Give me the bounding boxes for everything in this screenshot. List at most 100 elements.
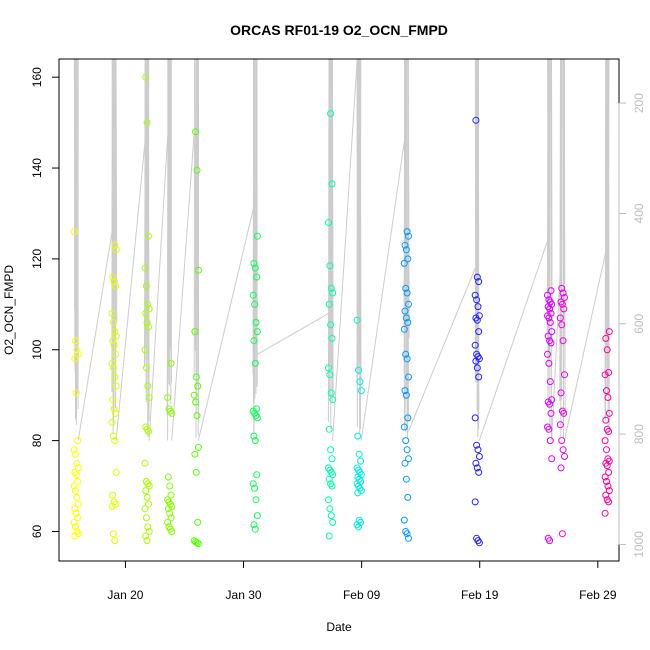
data-point [472, 116, 480, 124]
data-point [605, 468, 613, 476]
data-point [145, 428, 152, 435]
data-point [357, 478, 365, 485]
data-point [110, 341, 118, 349]
data-point [475, 373, 483, 381]
data-point [108, 359, 116, 367]
data-point [73, 493, 81, 501]
data-point [326, 262, 334, 270]
data-point [325, 364, 332, 372]
data-point [112, 409, 119, 417]
track-segment [359, 58, 362, 322]
data-point [193, 412, 201, 420]
data-point [325, 475, 333, 483]
data-point [605, 487, 613, 495]
data-point [605, 369, 613, 376]
data-point [546, 378, 554, 386]
data-point [546, 319, 554, 326]
data-point [354, 489, 362, 497]
data-point [355, 450, 363, 458]
data-point [403, 355, 411, 363]
data-point [405, 373, 412, 381]
data-point [72, 389, 80, 397]
x-axis-label: Date [326, 620, 352, 634]
data-point [472, 357, 480, 365]
data-point [561, 371, 568, 379]
data-point [329, 471, 337, 479]
data-point [475, 539, 483, 547]
track-segment [167, 58, 170, 351]
data-point [559, 289, 567, 297]
data-point [111, 241, 119, 249]
data-point [145, 482, 153, 490]
data-point [108, 503, 116, 510]
y2-tick-label: 1000 [632, 531, 646, 558]
data-point [357, 518, 365, 526]
data-point [546, 305, 554, 313]
y-axis-label: O2_OCN_FMPD [2, 265, 16, 355]
data-point [71, 532, 79, 540]
data-point [601, 371, 609, 379]
y-axis: 60 80 100 120 140 160 [30, 67, 59, 538]
data-point [143, 119, 151, 127]
x-tick-label: Jan 20 [107, 588, 143, 602]
data-point [402, 314, 410, 322]
data-point [544, 350, 551, 358]
data-point [253, 414, 261, 422]
data-point [74, 350, 82, 358]
data-point [473, 364, 481, 372]
data-point [192, 128, 200, 136]
data-point [110, 405, 118, 413]
data-point [111, 328, 119, 336]
data-point [142, 514, 150, 522]
data-point [404, 255, 412, 263]
data-point [252, 496, 260, 504]
data-point [193, 166, 201, 174]
data-point [356, 378, 364, 386]
data-point [253, 232, 261, 240]
data-point [111, 373, 119, 381]
data-point [403, 530, 411, 538]
track-segment [548, 58, 551, 428]
data-point [558, 284, 566, 292]
data-point [145, 528, 153, 535]
data-point [603, 387, 610, 395]
data-point [325, 532, 333, 540]
track-segment [197, 208, 254, 441]
track-segment [563, 254, 606, 441]
data-point [561, 453, 568, 460]
data-point [400, 423, 408, 431]
data-point [326, 505, 334, 513]
data-point [605, 409, 613, 417]
data-point [71, 355, 79, 363]
data-point [74, 478, 82, 485]
data-point [249, 291, 257, 299]
track-segment [551, 267, 561, 441]
track-segment [406, 58, 409, 439]
data-point [253, 471, 261, 479]
data-point [192, 373, 200, 381]
data-point [193, 539, 201, 547]
data-point [109, 337, 117, 345]
data-point [401, 459, 409, 467]
data-point [473, 441, 481, 449]
data-point [405, 300, 412, 308]
track-segment [605, 58, 607, 347]
track-segment [360, 140, 405, 441]
y2-tick-label: 200 [632, 93, 646, 113]
data-point [357, 387, 365, 395]
data-point [355, 523, 362, 531]
data-point [326, 371, 334, 379]
data-point [168, 409, 176, 417]
data-point [164, 518, 172, 526]
data-point [405, 455, 412, 463]
data-point [192, 398, 200, 406]
data-point [253, 328, 261, 336]
data-point [141, 459, 149, 467]
data-point [546, 537, 554, 545]
data-point [164, 394, 172, 401]
data-point [402, 284, 410, 292]
data-point [109, 364, 117, 372]
data-point [544, 332, 552, 340]
data-point [403, 446, 411, 454]
data-point [191, 328, 199, 336]
